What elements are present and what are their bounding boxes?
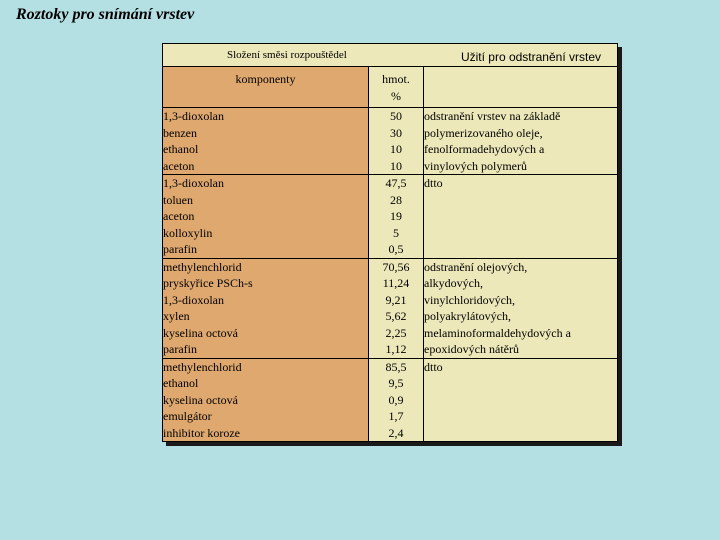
- percent-value: 9,5: [388, 376, 404, 390]
- percent-value: 0,5: [388, 242, 404, 256]
- usage-line: epoxidových nátěrů: [424, 342, 519, 356]
- header-cell: Složení směsi rozpouštědel Užití pro ods…: [162, 43, 618, 67]
- component-line: ethanol: [163, 376, 199, 390]
- component-line: parafin: [163, 242, 197, 256]
- usage-cell: dtto: [423, 174, 618, 259]
- component-line: 1,3-dioxolan: [163, 176, 224, 190]
- percent-cell: 85,5 9,5 0,9 1,7 2,4: [368, 357, 424, 442]
- usage-line: dtto: [424, 176, 443, 190]
- component-line: aceton: [163, 158, 195, 173]
- header-usage: Užití pro odstranění vrstev: [460, 50, 601, 64]
- usage-cell: dtto: [423, 357, 618, 442]
- component-line: kyselina octová: [163, 325, 238, 340]
- usage-line: vinylchloridových,: [424, 292, 515, 307]
- component-line: xylen: [163, 309, 190, 323]
- percent-value: 19: [390, 209, 402, 223]
- component-line: emulgátor: [163, 409, 212, 423]
- percent-value: 5: [393, 225, 399, 240]
- usage-line: alkydových,: [424, 276, 483, 290]
- usage-cell: odstranění vrstev na základě polymerizova…: [423, 107, 618, 175]
- table-body: 1,3-dioxolan benzen ethanol aceton 50 30 10 10 o…: [162, 107, 618, 442]
- subheader-row: komponenty hmot. %: [162, 66, 618, 108]
- table-row: methylenchlorid pryskyřice PSCh-s 1,3-diox…: [162, 257, 618, 359]
- component-line: kolloxylin: [163, 225, 213, 240]
- components-header: komponenty: [235, 72, 296, 86]
- percent-value: 47,5: [385, 176, 407, 190]
- component-line: 1,3-dioxolan: [163, 109, 224, 123]
- slide-title: Roztoky pro snímání vrstev: [16, 6, 195, 23]
- components-cell: 1,3-dioxolan benzen ethanol aceton: [162, 107, 369, 175]
- usage-line: polyakrylátových,: [424, 309, 511, 323]
- components-header-cell: komponenty: [162, 66, 369, 108]
- table-row: methylenchlorid ethanol kyselina octová emu…: [162, 357, 618, 442]
- usage-line: polymerizovaného oleje,: [424, 125, 543, 140]
- header-composition: Složení směsi rozpouštědel: [227, 49, 347, 61]
- usage-cell: odstranění olejových, alkydových, vinylchl…: [423, 257, 618, 359]
- usage-line: odstranění vrstev na základě: [424, 109, 561, 123]
- percent-value: 10: [390, 158, 402, 173]
- percent-value: 1,12: [385, 342, 407, 356]
- usage-line: odstranění olejových,: [424, 259, 528, 274]
- component-line: parafin: [163, 342, 197, 356]
- components-cell: methylenchlorid ethanol kyselina octová emu…: [162, 357, 369, 442]
- percent-value: 11,24: [382, 276, 410, 290]
- usage-line: vinylových polymerů: [424, 158, 527, 173]
- component-line: ethanol: [163, 142, 199, 156]
- components-cell: methylenchlorid pryskyřice PSCh-s 1,3-diox…: [162, 257, 369, 359]
- percent-value: 9,21: [385, 292, 407, 307]
- mass-header-line1: hmot.: [382, 72, 410, 86]
- component-line: inhibitor koroze: [163, 425, 240, 440]
- percent-value: 10: [390, 142, 402, 156]
- percent-value: 0,9: [388, 392, 404, 407]
- percent-cell: 70,56 11,24 9,21 5,62 2,25 1,12: [368, 257, 424, 359]
- percent-value: 5,62: [385, 309, 407, 323]
- percent-value: 50: [390, 109, 402, 123]
- table-row: 1,3-dioxolan benzen ethanol aceton 50 30 10 10 o…: [162, 107, 618, 175]
- solvent-table: Složení směsi rozpouštědel Užití pro ods…: [162, 43, 618, 442]
- component-line: pryskyřice PSCh-s: [163, 276, 253, 290]
- percent-value: 2,4: [388, 425, 404, 440]
- percent-cell: 47,5 28 19 5 0,5: [368, 174, 424, 259]
- component-line: methylenchlorid: [163, 359, 242, 374]
- mass-header-line2: %: [391, 88, 401, 103]
- usage-line: fenolformadehydových a: [424, 142, 545, 156]
- percent-value: 28: [390, 192, 402, 207]
- percent-value: 70,56: [382, 259, 410, 274]
- mass-percent-header-cell: hmot. %: [368, 66, 424, 108]
- components-cell: 1,3-dioxolan toluen aceton kolloxylin parafi…: [162, 174, 369, 259]
- percent-value: 85,5: [385, 359, 407, 374]
- component-line: toluen: [163, 192, 193, 207]
- usage-line: melaminoformaldehydových a: [424, 325, 571, 340]
- component-line: benzen: [163, 125, 197, 140]
- component-line: 1,3-dioxolan: [163, 292, 224, 307]
- table-row: 1,3-dioxolan toluen aceton kolloxylin parafi…: [162, 174, 618, 259]
- component-line: methylenchlorid: [163, 259, 242, 274]
- percent-value: 1,7: [388, 409, 404, 423]
- header-row: Složení směsi rozpouštědel Užití pro ods…: [162, 43, 618, 67]
- usage-line: dtto: [424, 359, 443, 374]
- percent-value: 30: [390, 125, 402, 140]
- percent-value: 2,25: [385, 325, 407, 340]
- usage-header-cell: [423, 66, 618, 108]
- percent-cell: 50 30 10 10: [368, 107, 424, 175]
- component-line: kyselina octová: [163, 392, 238, 407]
- component-line: aceton: [163, 209, 195, 223]
